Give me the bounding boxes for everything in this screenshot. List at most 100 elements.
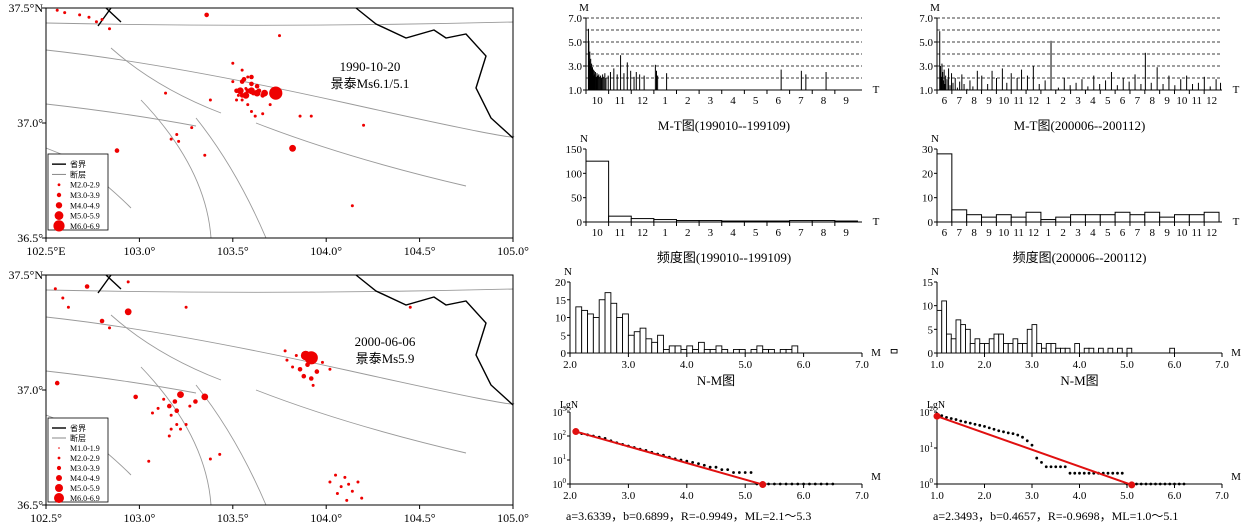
map-map2000: 102.5° 103.0° 103.5° 104.0° 104.5° 105.0° 37.5… xyxy=(9,268,530,525)
earthquake-epicenter xyxy=(100,18,104,21)
data-point xyxy=(743,471,747,474)
histogram-bar xyxy=(674,345,682,354)
earthquake-epicenter xyxy=(345,498,349,502)
y-tick-label: 20 xyxy=(922,168,934,180)
histogram-bar xyxy=(941,300,947,354)
x-tick-label: 9 xyxy=(1164,227,1170,239)
data-point xyxy=(1168,482,1172,486)
lat-tick-label: 37.0° xyxy=(17,383,43,397)
fit-endpoint xyxy=(1128,481,1136,489)
data-point xyxy=(1011,432,1015,435)
histogram-bar xyxy=(1045,343,1052,354)
frequency-bar xyxy=(1025,211,1042,223)
data-point xyxy=(691,461,695,464)
chart-gr2000: 1.0 2.0 3.0 4.0 5.0 6.0 7.0100101102LgNMa=2.34… xyxy=(920,400,1242,523)
y-tick-label: 5 xyxy=(928,324,934,336)
x-tick-label: 7 xyxy=(957,95,963,107)
earthquake-epicenter xyxy=(99,318,105,324)
lat-tick-label: 36.5° xyxy=(17,498,43,512)
fault-line xyxy=(110,47,222,114)
chart-freq1990: 10 11 12 1 2 3 4 5 6 7 8 9050100150NT频度图(199010--19… xyxy=(566,133,880,265)
fault-line xyxy=(45,103,197,127)
histogram-bar xyxy=(936,309,943,354)
fault-line xyxy=(195,117,267,239)
earthquake-epicenter xyxy=(235,98,239,102)
data-point xyxy=(1044,465,1048,469)
legend-quake-symbol xyxy=(56,192,62,198)
earthquake-epicenter xyxy=(53,287,57,291)
frequency-bar xyxy=(1010,216,1027,223)
x-tick-label: 7 xyxy=(1135,95,1141,107)
y-axis-label: M xyxy=(579,2,589,14)
frequency-bar xyxy=(1188,214,1205,223)
lon-tick-label: 102.5°E xyxy=(26,244,65,258)
histogram-bar xyxy=(668,345,676,354)
data-point xyxy=(1135,482,1138,486)
histogram-bar xyxy=(738,349,746,354)
y-tick-label: 0 xyxy=(577,217,583,229)
histogram-bar xyxy=(1064,347,1071,354)
data-point xyxy=(708,465,712,469)
histogram-bar xyxy=(627,334,635,354)
y-tick-label: 1.0 xyxy=(919,85,933,97)
histogram-bar xyxy=(645,338,653,354)
province-border xyxy=(97,7,122,27)
histogram-bar xyxy=(1017,343,1023,354)
x-tick-label: 1 xyxy=(662,227,668,239)
earthquake-epicenter xyxy=(311,383,315,387)
lat-tick-label: 37.5°N xyxy=(9,1,44,15)
earthquake-epicenter xyxy=(356,480,360,484)
histogram-bar xyxy=(1060,347,1066,354)
x-tick-label: 12 xyxy=(1028,227,1039,239)
legend-label: 断层 xyxy=(70,169,86,179)
frequency-bar xyxy=(811,220,836,223)
data-point xyxy=(737,471,741,474)
histogram-bar xyxy=(890,349,898,354)
lon-tick-label: 105.0° xyxy=(497,244,529,258)
earthquake-epicenter xyxy=(208,98,212,102)
x-tick-label: 5 xyxy=(753,227,759,239)
y-tick-label: 0 xyxy=(561,348,567,360)
lat-tick-label: 36.5° xyxy=(17,231,43,245)
x-tick-label: 4.0 xyxy=(680,490,694,502)
x-tick-label: 6 xyxy=(776,95,782,107)
x-tick-label: 8 xyxy=(821,95,827,107)
frequency-bar xyxy=(608,215,632,223)
lon-tick-label: 103.0° xyxy=(123,244,155,258)
legend-label: 省界 xyxy=(70,423,86,433)
fault-line xyxy=(255,389,467,454)
data-point xyxy=(1111,471,1115,475)
frequency-bar xyxy=(1203,211,1220,223)
data-point xyxy=(1106,471,1110,475)
histogram-bar xyxy=(979,343,985,354)
earthquake-epicenter xyxy=(172,399,178,404)
y-tick-label: 5.0 xyxy=(568,37,582,49)
x-tick-label: 5 xyxy=(1105,227,1111,239)
earthquake-epicenter xyxy=(169,427,173,431)
frequency-bar xyxy=(698,220,723,223)
x-tick-label: 4.0 xyxy=(1073,490,1087,502)
x-tick-label: 10 xyxy=(998,95,1010,107)
x-tick-label: 2 xyxy=(685,95,691,107)
histogram-bar xyxy=(1117,347,1123,354)
earthquake-epicenter xyxy=(285,358,289,362)
earthquake-epicenter xyxy=(308,376,314,381)
x-tick-label: 7.0 xyxy=(1215,359,1229,371)
legend-label: M4.0-4.9 xyxy=(70,201,100,210)
earthquake-epicenter xyxy=(242,92,250,99)
y-tick-label: 5.0 xyxy=(919,37,933,49)
legend-label: M2.0-2.9 xyxy=(70,454,100,463)
x-tick-label: 12 xyxy=(1206,95,1217,107)
chart-mt2000: 6 7 8 9 10 11 12 1 2 3 4 5 6 7 8 9 10 11 121.03.05.07.0MTM… xyxy=(919,2,1239,133)
earthquake-epicenter xyxy=(54,380,60,386)
earthquake-epicenter xyxy=(169,137,173,141)
earthquake-epicenter xyxy=(175,133,179,136)
data-point xyxy=(1016,433,1020,437)
earthquake-epicenter xyxy=(298,114,302,118)
earthquake-epicenter xyxy=(84,284,90,289)
legend-label: M6.0-6.9 xyxy=(70,494,100,503)
histogram-bar xyxy=(1098,347,1104,354)
legend-quake-symbol xyxy=(57,183,61,187)
regression-line xyxy=(936,415,1133,486)
